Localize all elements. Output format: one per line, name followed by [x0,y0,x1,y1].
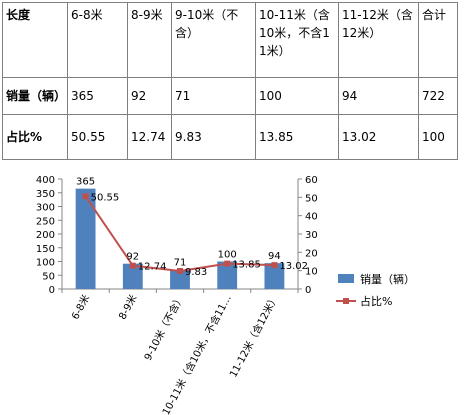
line-data-label: 13.85 [232,260,261,271]
combo-chart: 0 50 100 150 200 250 300 350 400 0 10 20 30 40 50 60 365… [36,175,415,415]
table-header-cell: 长度 [2,2,68,78]
bar-data-label: 365 [76,177,95,188]
table-header-cell: 10-11米（含10米，不含11米） [255,2,339,78]
bar [170,269,190,289]
y-right-tick-label: 60 [305,175,318,186]
y-right-tick-label: 40 [305,212,318,223]
table-cell: 100 [255,77,339,115]
y-left-tick-label: 0 [49,285,55,296]
table-row: 占比% 50.55 12.74 9.83 13.85 13.02 100 [2,114,458,160]
legend-bar-label: 销量（辆） [360,272,415,286]
table-header-cell: 8-9米 [127,2,172,78]
table-cell: 9.83 [171,114,256,160]
table-header-cell: 合计 [418,2,458,78]
line-data-label: 50.55 [91,192,120,203]
y-right-tick-label: 20 [305,248,318,259]
table-cell: 12.74 [127,114,172,160]
x-category-label: 6-8米 [68,292,92,321]
y-left-tick-label: 300 [36,203,55,214]
y-left-tick-label: 150 [36,244,55,255]
table-row: 销量（辆） 365 92 71 100 94 722 [2,77,458,115]
line-data-label: 13.02 [279,261,308,272]
y-right-tick-label: 50 [305,193,318,204]
bar-data-label: 100 [218,250,237,261]
table-cell: 71 [171,77,256,115]
line-marker [177,267,183,274]
y-left-tick-label: 50 [42,271,55,282]
legend-line-label: 占比% [360,294,392,308]
legend-line-marker [343,298,349,304]
line-marker [82,193,89,200]
y-right-tick-label: 10 [305,267,318,278]
table-cell: 13.85 [255,114,339,160]
y-left-tick-label: 100 [36,258,55,269]
y-left-tick-label: 400 [36,175,55,186]
x-category-label: 11-12米（含12米） [226,292,281,379]
table-row-label: 销量（辆） [2,77,68,115]
x-category-label: 9-10米（不含） [141,292,187,362]
table-cell: 722 [418,77,458,115]
x-category-label: 8-9米 [116,292,140,321]
table-cell: 94 [338,77,419,115]
y-left-tick-label: 350 [36,189,55,200]
table-header-row: 长度 6-8米 8-9米 9-10米（不含） 10-11米（含10米，不含11米… [2,2,458,78]
legend-bar-swatch [338,274,354,283]
table-row-label: 占比% [2,114,68,160]
table-cell: 365 [67,77,128,115]
bar-data-label: 92 [126,252,139,263]
bar [75,188,96,289]
table-cell: 100 [418,114,458,160]
table-cell: 50.55 [67,114,128,160]
bar [217,261,238,289]
line-marker [271,262,278,269]
bar [264,263,285,289]
table-header-cell: 11-12米（含12米） [338,2,419,78]
bar [122,263,143,289]
table-header-cell: 6-8米 [67,2,128,78]
table-cell: 13.02 [338,114,419,160]
table-header-cell: 9-10米（不含） [171,2,256,78]
y-left-tick-label: 200 [36,230,55,241]
line-data-label: 9.83 [185,267,207,278]
line-data-label: 12.74 [138,262,167,273]
bar-data-label: 71 [174,257,187,268]
y-right-tick-label: 30 [305,230,318,241]
line-marker [224,260,231,267]
table-cell: 92 [127,77,172,115]
line-marker [129,262,136,269]
y-right-tick-label: 0 [305,285,311,296]
y-left-tick-label: 250 [36,216,55,227]
data-table: 长度 6-8米 8-9米 9-10米（不含） 10-11米（含10米，不含11米… [2,2,458,160]
bar-data-label: 94 [268,251,281,262]
